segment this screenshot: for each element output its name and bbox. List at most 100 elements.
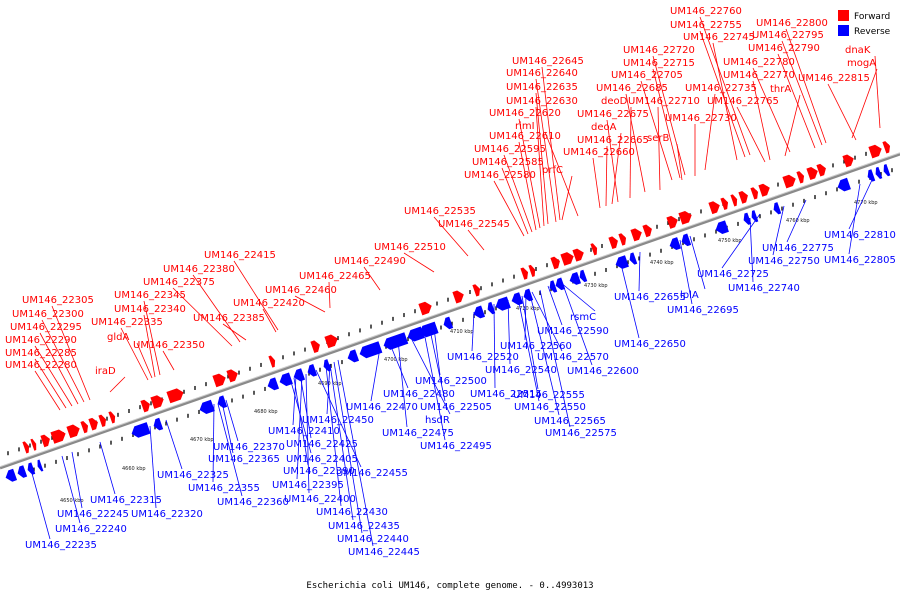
- forward-gene-label: UM146_22290: [5, 335, 77, 346]
- reverse-leader-line: [539, 289, 571, 428]
- reverse-gene-label: UM146_22505: [420, 402, 492, 413]
- reverse-leader-line: [429, 329, 446, 402]
- reverse-gene: [511, 292, 524, 306]
- forward-gene-label: UM146_22300: [12, 309, 84, 320]
- forward-gene-label: UM146_22580: [464, 170, 536, 181]
- reverse-gene-label: UM146_22365: [208, 454, 280, 465]
- forward-gene: [98, 414, 107, 427]
- forward-gene-label: mogA: [847, 58, 876, 69]
- forward-gene-label: UM146_22790: [748, 43, 820, 54]
- reverse-gene-label: UM146_22590: [537, 326, 609, 337]
- forward-leader-lines: [34, 16, 881, 411]
- reverse-gene-label: UM146_22395: [272, 480, 344, 491]
- reverse-gene-label: UM146_22775: [762, 243, 834, 254]
- forward-gene: [730, 194, 738, 207]
- reverse-leader-line: [293, 377, 309, 466]
- reverse-gene-label: UM146_22650: [614, 339, 686, 350]
- reverse-gene: [323, 359, 332, 372]
- forward-gene-label: UM146_22735: [685, 83, 757, 94]
- forward-leader-line: [785, 28, 827, 144]
- forward-leader-line: [294, 295, 326, 313]
- reverse-leader-line: [292, 375, 297, 426]
- forward-gene-label: UM146_22745: [683, 32, 755, 43]
- reverse-leader-line: [433, 327, 441, 376]
- reverse-leader-line: [389, 343, 409, 389]
- reverse-gene: [267, 377, 280, 391]
- reverse-leader-line: [99, 441, 116, 495]
- reverse-leader-line: [149, 425, 157, 509]
- forward-leader-line: [704, 93, 716, 171]
- forward-leader-line: [699, 16, 751, 156]
- forward-leader-line: [784, 94, 801, 157]
- reverse-leader-line: [529, 293, 560, 416]
- reverse-gene-label: UM146_22410: [268, 426, 340, 437]
- forward-leader-line: [561, 175, 573, 221]
- reverse-gene: [419, 321, 439, 338]
- forward-gene: [226, 369, 238, 383]
- reverse-gene: [383, 332, 409, 350]
- forward-gene: [678, 211, 692, 225]
- forward-gene-label: UM146_22335: [91, 317, 163, 328]
- forward-gene: [310, 340, 320, 354]
- reverse-gene-label: UM146_22570: [537, 352, 609, 363]
- reverse-leader-line: [409, 335, 451, 415]
- kbp-label: 4710 kbp: [450, 329, 474, 335]
- forward-leader-line: [233, 260, 279, 331]
- forward-gene-label: UM146_22415: [204, 250, 276, 261]
- forward-leader-line: [606, 119, 619, 203]
- reverse-leader-line: [559, 281, 596, 312]
- forward-gene-label: deoD: [601, 96, 628, 107]
- forward-gene-label: UM146_22630: [506, 96, 578, 107]
- forward-leader-line: [611, 132, 622, 205]
- forward-leader-line: [541, 66, 561, 221]
- forward-gene: [324, 334, 338, 349]
- forward-gene-label: dnaK: [845, 45, 871, 56]
- reverse-leader-line: [29, 465, 51, 540]
- reverse-gene-label: UM146_22725: [697, 269, 769, 280]
- forward-leader-line: [605, 145, 608, 207]
- forward-gene-label: UM146_22645: [512, 56, 584, 67]
- forward-gene-label: UM146_22375: [143, 277, 215, 288]
- forward-gene: [608, 236, 618, 250]
- reverse-leader-line: [848, 179, 873, 230]
- forward-leader-line: [652, 68, 681, 179]
- forward-leader-line: [136, 342, 153, 379]
- reverse-gene-label: lplA: [680, 290, 699, 301]
- forward-gene: [30, 438, 37, 451]
- reverse-gene: [883, 164, 891, 177]
- forward-gene: [66, 424, 80, 439]
- forward-gene-label: UM146_22490: [334, 256, 406, 267]
- reverse-gene-label: UM146_22430: [316, 507, 388, 518]
- reverse-gene: [743, 212, 752, 225]
- forward-gene: [666, 215, 678, 229]
- reverse-gene-label: UM146_22695: [667, 305, 739, 316]
- reverse-gene-label: UM146_22235: [25, 540, 97, 551]
- reverse-gene-label: UM146_22405: [286, 454, 358, 465]
- forward-leader-line: [535, 106, 545, 227]
- forward-gene-label: UM146_22815: [798, 73, 870, 84]
- forward-gene-label: UM146_22345: [114, 290, 186, 301]
- reverse-leader-line: [61, 455, 81, 524]
- forward-gene-label: UM146_22730: [665, 113, 737, 124]
- forward-leader-line: [120, 327, 149, 381]
- reverse-gene-label: UM146_22575: [545, 428, 617, 439]
- forward-leader-line: [34, 345, 73, 407]
- forward-gene-label: UM146_22665: [577, 135, 649, 146]
- reverse-gene: [555, 277, 566, 291]
- forward-leader-line: [652, 55, 686, 176]
- reverse-leader-line: [772, 205, 785, 256]
- reverse-gene: [495, 296, 511, 311]
- forward-gene: [720, 197, 729, 210]
- reverse-leader-line: [547, 285, 563, 326]
- forward-gene-label: UM146_22295: [10, 322, 82, 333]
- reverse-leader-line: [679, 239, 693, 305]
- reverse-gene: [569, 271, 582, 285]
- forward-leader-line: [625, 93, 646, 193]
- forward-gene-label: UM146_22795: [752, 30, 824, 41]
- reverse-leader-line: [305, 373, 310, 494]
- reverse-gene-label: UM146_22495: [420, 441, 492, 452]
- forward-gene-label: UM146_22420: [233, 298, 305, 309]
- forward-gene: [618, 233, 627, 246]
- reverse-gene: [715, 220, 729, 234]
- reverse-gene: [37, 459, 44, 472]
